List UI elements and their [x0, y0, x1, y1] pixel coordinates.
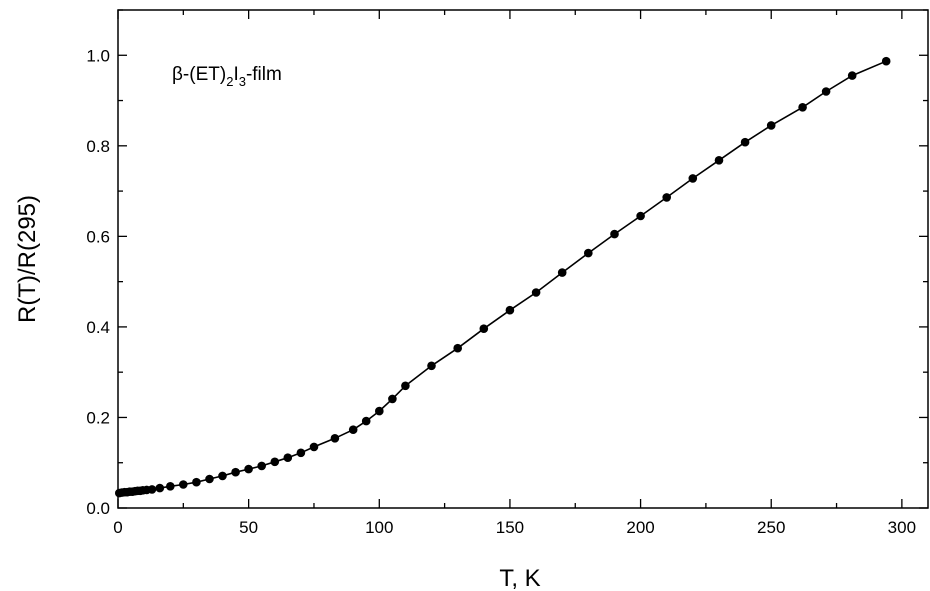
x-tick-label: 250: [757, 518, 785, 537]
data-point: [375, 406, 384, 416]
data-point: [427, 361, 436, 371]
data-point: [453, 343, 463, 353]
data-markers: [115, 56, 891, 498]
data-point: [218, 471, 227, 481]
data-point: [244, 464, 253, 474]
data-point: [847, 71, 857, 80]
x-tick-labels: 0 50 100 150 200 250 300: [113, 518, 916, 537]
annotation-sub-2: 3: [239, 74, 246, 89]
data-point: [479, 324, 489, 334]
ticks: [117, 9, 928, 509]
data-point: [205, 474, 214, 484]
data-point: [147, 485, 157, 494]
data-point: [155, 483, 165, 493]
data-point: [688, 174, 698, 183]
data-point: [270, 457, 280, 467]
data-point: [388, 394, 397, 404]
data-point: [584, 248, 593, 258]
data-point: [401, 381, 410, 391]
data-point: [821, 87, 831, 96]
data-point: [531, 288, 541, 297]
data-point: [766, 121, 776, 130]
y-tick-label: 0.8: [86, 137, 110, 156]
data-point: [662, 193, 671, 202]
data-point: [881, 56, 891, 66]
x-tick-label: 0: [113, 518, 122, 537]
data-point: [348, 425, 358, 435]
x-tick-label: 150: [496, 518, 524, 537]
data-point: [798, 103, 807, 112]
data-point: [166, 482, 175, 491]
data-point: [192, 477, 201, 487]
data-point: [740, 137, 750, 147]
data-point: [714, 156, 724, 165]
x-tick-label: 100: [365, 518, 393, 537]
data-point: [610, 229, 619, 239]
y-tick-labels: 0.0 0.2 0.4 0.6 0.8 1.0: [86, 46, 110, 518]
x-axis-title: T, K: [499, 565, 540, 591]
chart-annotation: β-(ET)2I3-film: [172, 64, 282, 89]
data-point: [309, 442, 319, 452]
annotation-suffix: -film: [246, 64, 282, 85]
y-tick-label: 0.0: [86, 499, 110, 518]
y-tick-label: 0.4: [86, 318, 110, 337]
x-tick-label: 300: [888, 518, 916, 537]
data-point: [257, 461, 267, 471]
y-tick-label: 0.6: [86, 227, 110, 246]
data-point: [283, 453, 293, 463]
data-point: [557, 268, 567, 277]
data-point: [296, 448, 306, 458]
data-point: [505, 305, 515, 315]
data-point: [361, 416, 371, 426]
x-tick-label: 200: [626, 518, 654, 537]
annotation-mid: I: [233, 64, 238, 85]
y-tick-label: 0.2: [86, 408, 110, 427]
data-point: [231, 467, 240, 477]
annotation-sub-1: 2: [226, 74, 233, 89]
y-axis-title: R(T)/R(295): [14, 195, 41, 323]
data-point: [636, 211, 645, 221]
y-tick-label: 1.0: [86, 46, 110, 65]
data-point: [179, 480, 188, 489]
plot-frame: [117, 9, 929, 509]
x-tick-label: 50: [239, 518, 258, 537]
data-point: [330, 434, 340, 443]
annotation-prefix: β-(ET): [172, 64, 226, 85]
